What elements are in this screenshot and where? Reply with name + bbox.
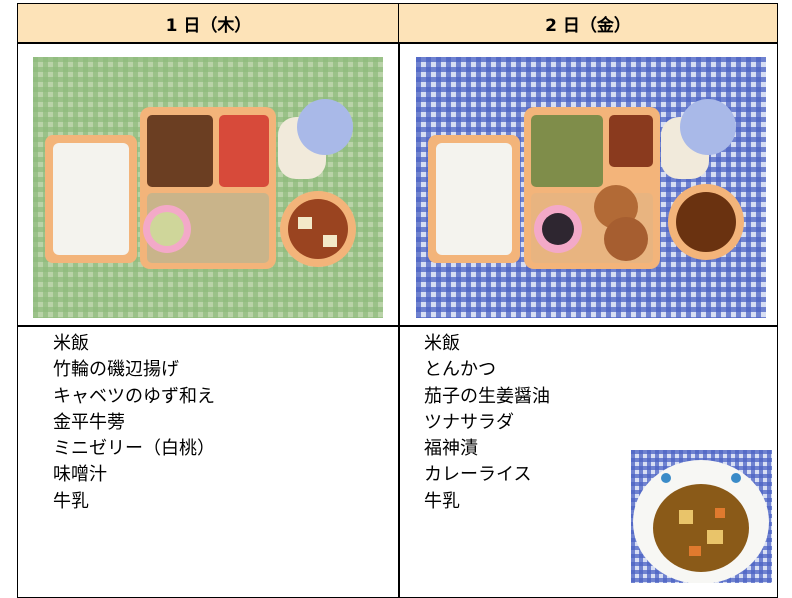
header-cell: 2 日（金） <box>398 3 778 44</box>
header-cell: 1 日（木） <box>17 3 400 44</box>
menu-item: 竹輪の磯辺揚げ <box>53 359 179 381</box>
menu-item: 福神漬 <box>424 438 478 460</box>
menu-item: 牛乳 <box>53 490 89 512</box>
lunch-photo <box>33 57 383 318</box>
lunch-photo <box>416 57 766 318</box>
menu-item: 金平牛蒡 <box>53 411 125 433</box>
menu-item: キャベツのゆず和え <box>53 385 215 407</box>
photo-cell <box>17 42 400 327</box>
day-header: 1 日（木） <box>165 16 252 36</box>
menu-item: 茄子の生姜醤油 <box>424 385 550 407</box>
menu-item: ツナサラダ <box>424 411 514 433</box>
menu-item: 味噌汁 <box>53 464 107 486</box>
menu-item: 牛乳 <box>424 490 460 512</box>
menu-list: 米飯 とんかつ 茄子の生姜醤油 ツナサラダ 福神漬 カレーライス 牛乳 <box>424 331 550 515</box>
curry-photo <box>631 450 772 583</box>
menu-item: ミニゼリー（白桃） <box>53 438 215 460</box>
menu-item: 米飯 <box>424 333 460 354</box>
menu-item: とんかつ <box>424 359 496 381</box>
photo-cell <box>398 42 778 327</box>
menu-item: カレーライス <box>424 464 532 486</box>
menu-list: 米飯 竹輪の磯辺揚げ キャベツのゆず和え 金平牛蒡 ミニゼリー（白桃） 味噌汁 … <box>53 331 215 515</box>
day-header: 2 日（金） <box>545 16 631 36</box>
menu-item: 米飯 <box>53 333 89 354</box>
